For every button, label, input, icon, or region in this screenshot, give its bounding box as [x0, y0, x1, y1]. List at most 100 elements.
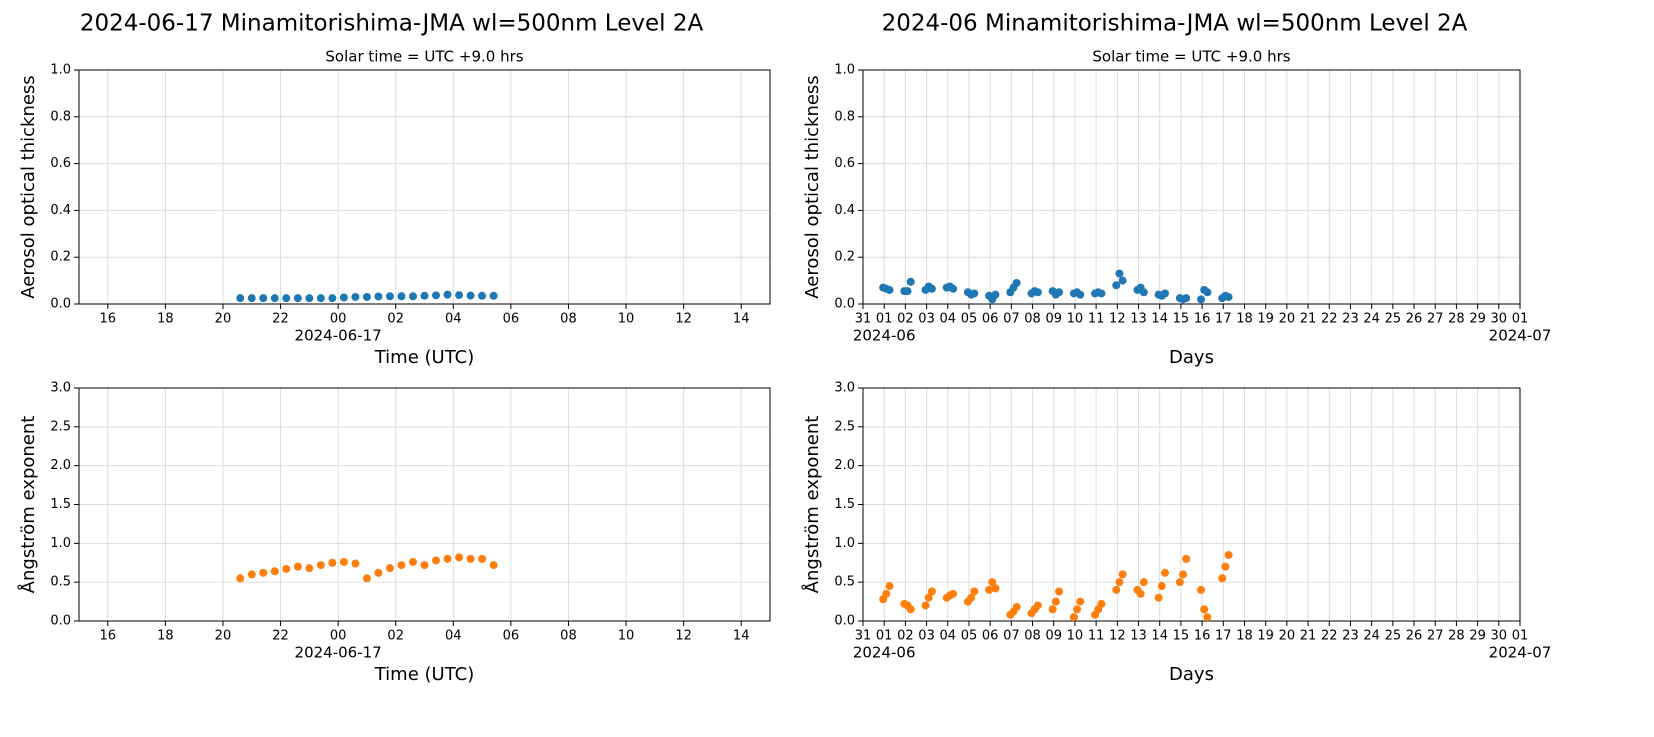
x-tick-sublabel: 2024-06	[853, 327, 916, 345]
x-tick-label: 12	[675, 629, 692, 644]
x-tick-label: 20	[1279, 312, 1296, 327]
x-tick-label: 31	[855, 312, 872, 327]
data-point	[1224, 292, 1233, 301]
data-point	[949, 589, 958, 598]
x-tick-label: 08	[1024, 629, 1041, 644]
x-tick-label: 06	[982, 629, 999, 644]
x-tick-label: 05	[961, 312, 978, 327]
data-point	[351, 559, 360, 568]
data-point	[1203, 288, 1212, 297]
y-tick-label: 0.0	[50, 297, 71, 312]
data-point	[489, 291, 498, 300]
data-point	[1136, 589, 1145, 598]
x-tick-label: 22	[272, 312, 289, 327]
x-tick-label: 14	[733, 629, 750, 644]
y-tick-label: 0.8	[50, 109, 71, 124]
x-tick-label: 08	[1024, 312, 1041, 327]
y-tick-label: 1.5	[50, 497, 71, 512]
data-point	[1161, 289, 1170, 298]
x-tick-label: 30	[1491, 629, 1508, 644]
data-point	[293, 562, 302, 571]
x-tick-sublabel: 2024-06-17	[295, 644, 382, 662]
x-tick-label: 05	[961, 629, 978, 644]
x-tick-label: 13	[1130, 629, 1147, 644]
data-point	[1139, 288, 1148, 297]
data-point	[1115, 578, 1124, 587]
data-point	[432, 291, 441, 300]
data-point	[328, 294, 337, 303]
x-tick-label: 17	[1215, 629, 1232, 644]
data-point	[282, 294, 291, 303]
y-tick-label: 2.0	[834, 458, 855, 473]
x-tick-label: 06	[503, 312, 520, 327]
data-point	[362, 292, 371, 301]
data-point	[305, 294, 314, 303]
y-tick-label: 1.0	[50, 63, 71, 78]
chart-subtitle: Solar time = UTC +9.0 hrs	[1092, 48, 1290, 66]
data-point	[882, 589, 891, 598]
plot-frame	[78, 69, 771, 305]
x-tick-label: 01	[876, 312, 893, 327]
y-axis-label: Aerosol optical thickness	[802, 75, 823, 298]
plot-frame	[862, 387, 1521, 622]
data-point	[316, 561, 325, 570]
data-point	[1179, 570, 1188, 579]
data-point	[1157, 582, 1166, 591]
x-tick-label: 18	[1236, 312, 1253, 327]
data-point	[408, 292, 417, 301]
y-axis-label: Aerosol optical thickness	[18, 75, 39, 298]
y-tick-label: 1.0	[834, 63, 855, 78]
y-tick-label: 2.5	[50, 419, 71, 434]
x-tick-label: 06	[982, 312, 999, 327]
data-point	[1182, 554, 1191, 563]
x-tick-label: 06	[503, 629, 520, 644]
x-tick-label: 28	[1448, 312, 1465, 327]
data-point	[1221, 562, 1230, 571]
x-tick-label: 01	[1512, 312, 1529, 327]
y-tick-label: 0.5	[50, 575, 71, 590]
x-tick-sublabel: 2024-06	[853, 644, 916, 662]
x-tick-sublabel: 2024-07	[1489, 644, 1552, 662]
y-tick-label: 1.0	[50, 536, 71, 551]
data-point	[1073, 605, 1082, 614]
y-tick-label: 0.5	[834, 575, 855, 590]
x-tick-label: 16	[100, 312, 117, 327]
x-tick-label: 12	[675, 312, 692, 327]
x-tick-label: 01	[1512, 629, 1529, 644]
y-axis-label: Ångström exponent	[801, 416, 823, 594]
data-point	[903, 287, 912, 296]
y-tick-label: 0.2	[834, 250, 855, 265]
x-tick-label: 10	[1067, 629, 1084, 644]
x-tick-label: 03	[918, 312, 935, 327]
data-point	[1218, 574, 1227, 583]
x-tick-label: 25	[1385, 629, 1402, 644]
data-point	[1097, 599, 1106, 608]
x-tick-label: 07	[1003, 629, 1020, 644]
x-tick-label: 12	[1109, 312, 1126, 327]
data-point	[236, 294, 245, 303]
data-point	[1076, 597, 1085, 606]
x-tick-label: 16	[1194, 312, 1211, 327]
y-tick-label: 0.0	[834, 297, 855, 312]
chart-title: 2024-06-17 Minamitorishima-JMA wl=500nm …	[80, 11, 704, 37]
data-point	[420, 291, 429, 300]
data-point	[466, 291, 475, 300]
data-point	[1069, 613, 1078, 622]
data-point	[455, 553, 464, 562]
data-point	[1076, 290, 1085, 299]
x-tick-label: 11	[1088, 629, 1105, 644]
y-tick-label: 1.5	[834, 497, 855, 512]
data-point	[985, 585, 994, 594]
y-tick-label: 0.0	[50, 614, 71, 629]
x-tick-label: 20	[215, 629, 232, 644]
y-tick-label: 3.0	[834, 381, 855, 396]
data-point	[1055, 288, 1064, 297]
data-point	[1182, 294, 1191, 303]
y-axis-label: Ångström exponent	[17, 416, 39, 594]
data-point	[397, 561, 406, 570]
data-point	[1097, 289, 1106, 298]
x-tick-label: 02	[387, 312, 404, 327]
y-tick-label: 2.0	[50, 458, 71, 473]
x-tick-label: 08	[560, 312, 577, 327]
